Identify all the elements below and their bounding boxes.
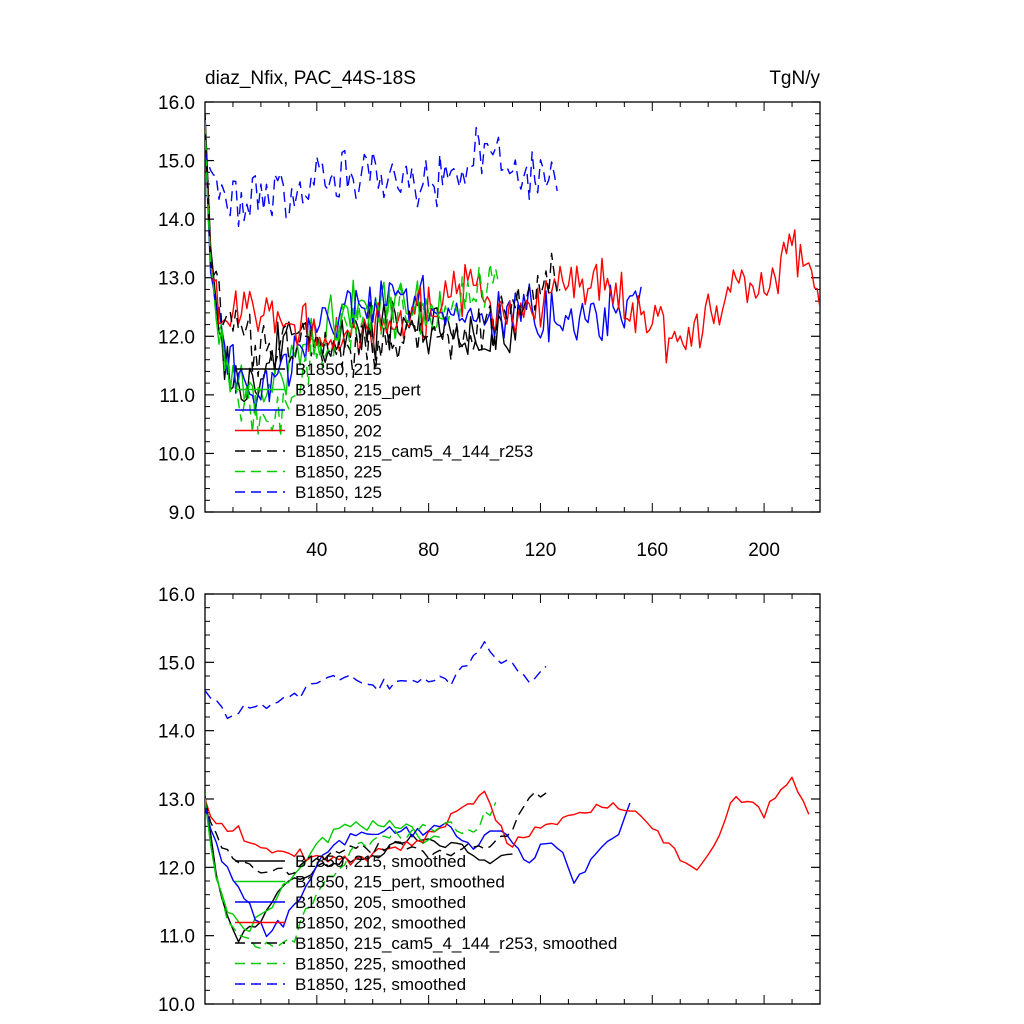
legend-label: B1850, 215_pert (295, 381, 421, 400)
bottom-panel: 10.0 11.0 12.0 13.0 14.0 15.0 16.0 B1850, 215, … (158, 585, 821, 1016)
x-tick-label: 200 (748, 540, 780, 561)
legend-label: B1850, 225 (295, 463, 382, 482)
legend-label: B1850, 205 (295, 401, 382, 420)
x-tick-label: 80 (418, 540, 439, 561)
y-tick-label: 10.0 (158, 995, 195, 1016)
y-tick-label: 14.0 (158, 210, 195, 231)
legend-label: B1850, 125 (295, 483, 382, 502)
top-panel: diaz_Nfix, PAC_44S-18S TgN/y 9.0 10.0 11.0 12… (158, 68, 821, 561)
x-tick-label: 160 (636, 540, 668, 561)
series-line-6 (205, 798, 497, 950)
series-line-5 (205, 791, 547, 876)
series-line-1 (205, 795, 513, 943)
y-tick-label: 16.0 (158, 93, 195, 114)
y-tick-label: 11.0 (159, 927, 195, 948)
y-tick-label: 12.0 (158, 858, 195, 879)
y-tick-label: 10.0 (158, 444, 195, 465)
series-line-2 (205, 798, 440, 933)
y-tick-label: 11.0 (159, 386, 195, 407)
legend-label: B1850, 215, smoothed (295, 852, 466, 871)
series-line-3 (205, 124, 642, 409)
x-tick-label: 120 (525, 540, 557, 561)
series-line-3 (205, 802, 631, 938)
legend-label: B1850, 125, smoothed (295, 975, 466, 994)
legend-label: B1850, 225, smoothed (295, 955, 466, 974)
series-line-7 (205, 126, 558, 228)
y-tick-label: 15.0 (158, 653, 195, 674)
legend-label: B1850, 205, smoothed (295, 893, 466, 912)
legend-label: B1850, 202 (295, 422, 382, 441)
legend-label: B1850, 215 (295, 360, 382, 379)
y-tick-label: 9.0 (169, 503, 195, 524)
series-line-7 (205, 641, 547, 720)
series-line-6 (205, 124, 500, 438)
chart-title: diaz_Nfix, PAC_44S-18S (205, 68, 416, 89)
y-tick-label: 14.0 (158, 722, 195, 743)
x-tick-label: 40 (306, 540, 327, 561)
y-tick-label: 12.0 (158, 327, 195, 348)
legend-label: B1850, 202, smoothed (295, 914, 466, 933)
y-tick-label: 16.0 (158, 585, 195, 606)
legend-label: B1850, 215_cam5_4_144_r253 (295, 442, 533, 461)
legend-label: B1850, 215_pert, smoothed (295, 873, 505, 892)
y-tick-label: 13.0 (158, 269, 195, 290)
units-label: TgN/y (769, 68, 820, 89)
y-tick-label: 15.0 (158, 152, 195, 173)
series-line-4 (205, 128, 820, 364)
legend-label: B1850, 215_cam5_4_144_r253, smoothed (295, 934, 617, 953)
y-tick-label: 13.0 (158, 790, 195, 811)
